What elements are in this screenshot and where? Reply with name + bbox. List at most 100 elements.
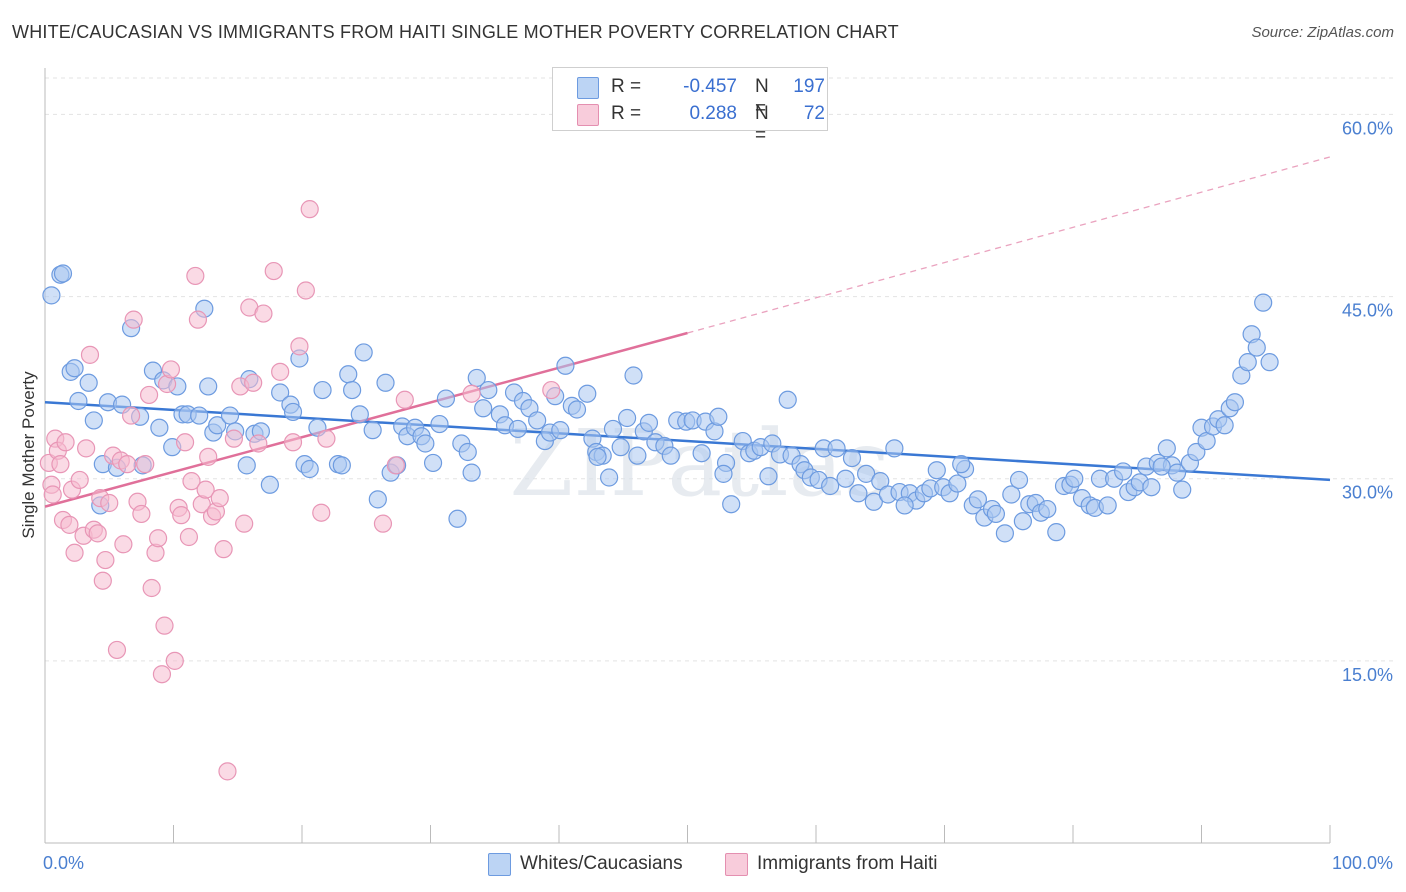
point-haiti: [142, 578, 161, 598]
point-whites: [864, 492, 883, 511]
x-tick-label: 0.0%: [43, 853, 84, 873]
point-whites: [885, 439, 904, 458]
point-haiti: [161, 360, 181, 379]
point-haiti: [542, 380, 561, 400]
y-tick-label: 60.0%: [1342, 118, 1393, 138]
point-whites: [827, 439, 846, 458]
bottom-legend-swatch-blue: [488, 853, 511, 876]
point-haiti: [249, 434, 268, 453]
point-haiti: [290, 337, 309, 356]
point-whites: [332, 456, 351, 475]
point-haiti: [254, 304, 273, 323]
point-whites: [1013, 512, 1032, 531]
point-haiti: [283, 433, 303, 452]
point-whites: [836, 469, 855, 488]
point-haiti: [56, 433, 75, 452]
legend-n-value: 197: [793, 76, 825, 97]
point-whites: [709, 407, 728, 426]
point-haiti: [186, 266, 205, 286]
point-whites: [150, 418, 169, 437]
point-whites: [948, 474, 967, 493]
point-whites: [1098, 496, 1117, 515]
y-tick-label: 30.0%: [1342, 483, 1393, 503]
point-whites: [871, 472, 890, 491]
point-whites: [986, 504, 1006, 524]
legend-r-label: R =: [611, 76, 647, 97]
point-haiti: [124, 310, 143, 329]
point-haiti: [43, 485, 62, 504]
point-whites: [821, 476, 840, 496]
point-whites: [842, 448, 862, 468]
point-whites: [778, 390, 797, 409]
point-haiti: [100, 493, 119, 513]
point-haiti: [373, 514, 393, 533]
point-whites: [368, 490, 387, 509]
point-whites: [611, 438, 630, 457]
point-haiti: [60, 515, 79, 534]
source-note: Source: ZipAtlas.com: [1251, 24, 1394, 41]
tick-labels: 15.0% 30.0% 45.0% 60.0% 0.0% 100.0% Single Mot…: [19, 118, 1393, 873]
point-whites: [339, 365, 358, 384]
point-whites: [199, 377, 218, 396]
point-whites: [271, 383, 290, 402]
point-haiti: [172, 506, 191, 525]
point-haiti: [148, 529, 168, 548]
bottom-legend-label: Immigrants from Haiti: [757, 853, 938, 874]
point-haiti: [312, 503, 331, 522]
point-whites: [995, 524, 1014, 543]
point-haiti: [65, 543, 84, 562]
point-haiti: [179, 527, 199, 547]
point-haiti: [188, 310, 208, 329]
point-whites: [528, 411, 547, 430]
point-whites: [42, 286, 61, 305]
point-whites: [849, 484, 868, 503]
point-whites: [448, 509, 467, 528]
point-whites: [79, 373, 98, 392]
legend-r-value: 0.288: [689, 103, 737, 124]
point-whites: [1142, 478, 1161, 497]
point-haiti: [77, 439, 96, 458]
point-whites: [661, 446, 680, 465]
point-haiti: [80, 345, 100, 364]
point-whites: [1167, 463, 1187, 482]
point-whites: [895, 496, 914, 515]
point-haiti: [118, 455, 137, 474]
point-whites: [1065, 469, 1084, 488]
legend-r-value: -0.457: [683, 76, 737, 97]
point-haiti: [175, 433, 195, 452]
point-whites: [190, 406, 209, 425]
x-tick-label: 100.0%: [1332, 853, 1393, 873]
point-whites: [343, 380, 362, 400]
point-whites: [857, 464, 876, 483]
point-whites: [1260, 353, 1279, 372]
point-whites: [1114, 462, 1133, 481]
point-whites: [260, 475, 279, 494]
point-haiti: [317, 429, 336, 448]
point-haiti: [139, 385, 159, 405]
point-whites: [462, 463, 481, 482]
point-haiti: [296, 281, 315, 300]
point-whites: [600, 468, 619, 487]
point-whites: [354, 343, 373, 362]
point-haiti: [136, 455, 155, 474]
point-whites: [692, 444, 711, 463]
point-whites: [300, 459, 319, 479]
point-whites: [551, 421, 570, 440]
point-whites: [208, 416, 227, 435]
point-haiti: [271, 362, 290, 381]
point-whites: [313, 380, 332, 400]
point-haiti: [155, 616, 174, 635]
point-haiti: [224, 429, 243, 448]
point-whites: [603, 419, 623, 439]
point-haiti: [70, 470, 89, 490]
point-haiti: [88, 524, 107, 543]
legend-n-label: N =: [755, 103, 769, 146]
point-whites: [578, 384, 597, 403]
point-whites: [363, 421, 382, 440]
point-haiti: [395, 390, 414, 409]
point-haiti: [96, 550, 115, 570]
point-whites: [1247, 338, 1266, 357]
point-whites: [458, 442, 477, 462]
point-haiti: [93, 571, 112, 590]
